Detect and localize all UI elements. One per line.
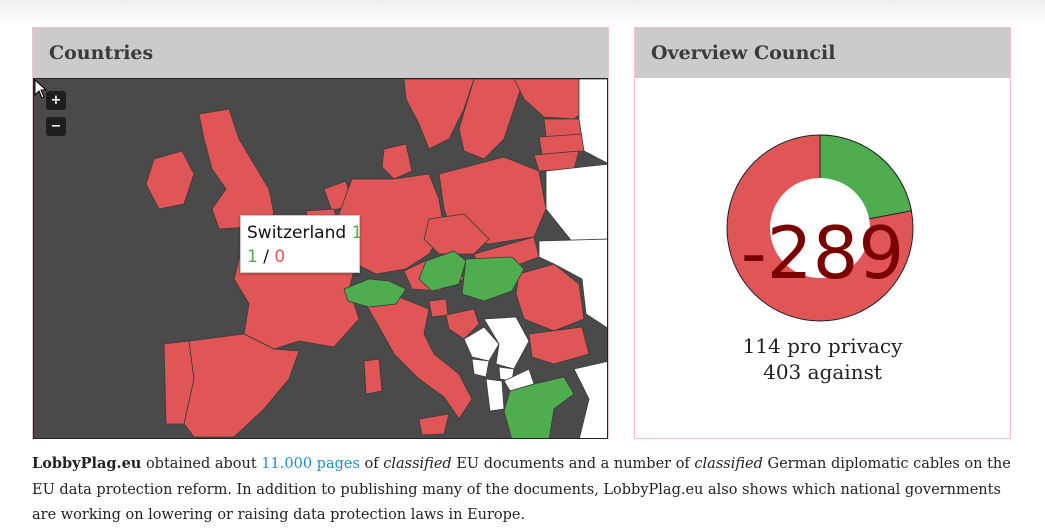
country-bulgaria <box>528 326 590 365</box>
map-canvas[interactable] <box>34 79 608 439</box>
country-russia-edge <box>578 79 607 164</box>
country-albania <box>485 378 505 412</box>
top-background <box>0 0 1045 28</box>
country-ukraine <box>538 238 607 329</box>
vote-stats: 114 pro privacy 403 against <box>635 333 1010 385</box>
country-greece <box>503 376 575 438</box>
council-donut-chart <box>726 134 914 322</box>
donut-center <box>770 178 870 278</box>
against-count: 403 against <box>763 360 882 384</box>
council-panel-title: Overview Council <box>635 28 1010 78</box>
countries-panel: Countries <box>32 27 609 439</box>
country-sicily <box>418 413 450 436</box>
tooltip-total: 1 <box>351 223 363 243</box>
country-tooltip: Switzerland 1 1 / 0 <box>240 215 363 273</box>
tooltip-pro-count: 1 <box>247 247 258 267</box>
country-italy <box>363 296 473 420</box>
zoom-out-button[interactable]: − <box>46 117 66 136</box>
tooltip-against-count: 0 <box>274 247 286 267</box>
desc-part-3: EU documents and a number of <box>456 456 690 472</box>
tooltip-separator: / <box>263 247 269 267</box>
countries-panel-title: Countries <box>33 28 608 78</box>
tooltip-country-name: Switzerland <box>247 223 347 243</box>
zoom-in-button[interactable]: + <box>46 91 66 110</box>
desc-part-1: obtained about <box>145 456 257 472</box>
country-bosnia <box>463 326 500 362</box>
country-montenegro <box>471 358 490 378</box>
classified-word-1: classified <box>383 456 452 472</box>
country-spain <box>183 333 300 438</box>
description-text: LobbyPlag.eu obtained about 11.000 pages… <box>32 451 1017 529</box>
mouse-cursor-icon <box>34 79 48 99</box>
desc-part-4: German diplomatic cables on the EU data … <box>32 456 1011 523</box>
country-sardinia <box>363 358 383 395</box>
country-uk <box>198 108 275 230</box>
pages-link[interactable]: 11.000 pages <box>261 456 360 472</box>
country-hungary-area <box>418 250 467 292</box>
council-panel: Overview Council -289 114 pro privacy 40… <box>634 27 1011 439</box>
country-romania <box>515 263 585 332</box>
classified-word-2: classified <box>694 456 763 472</box>
net-score: -289 <box>740 211 905 295</box>
country-ireland <box>145 150 195 210</box>
country-croatia <box>445 308 480 340</box>
country-hungary <box>461 256 525 302</box>
brand-name: LobbyPlag.eu <box>32 455 142 472</box>
country-denmark <box>381 143 413 180</box>
country-belarus <box>545 163 607 245</box>
country-turkey-edge <box>573 361 607 438</box>
country-slovenia <box>428 298 449 318</box>
desc-part-2: of <box>364 456 379 472</box>
europe-map[interactable]: + − Switzerland 1 1 / 0 <box>33 78 608 439</box>
country-switzerland <box>343 278 407 308</box>
pro-privacy-count: 114 pro privacy <box>742 334 903 358</box>
